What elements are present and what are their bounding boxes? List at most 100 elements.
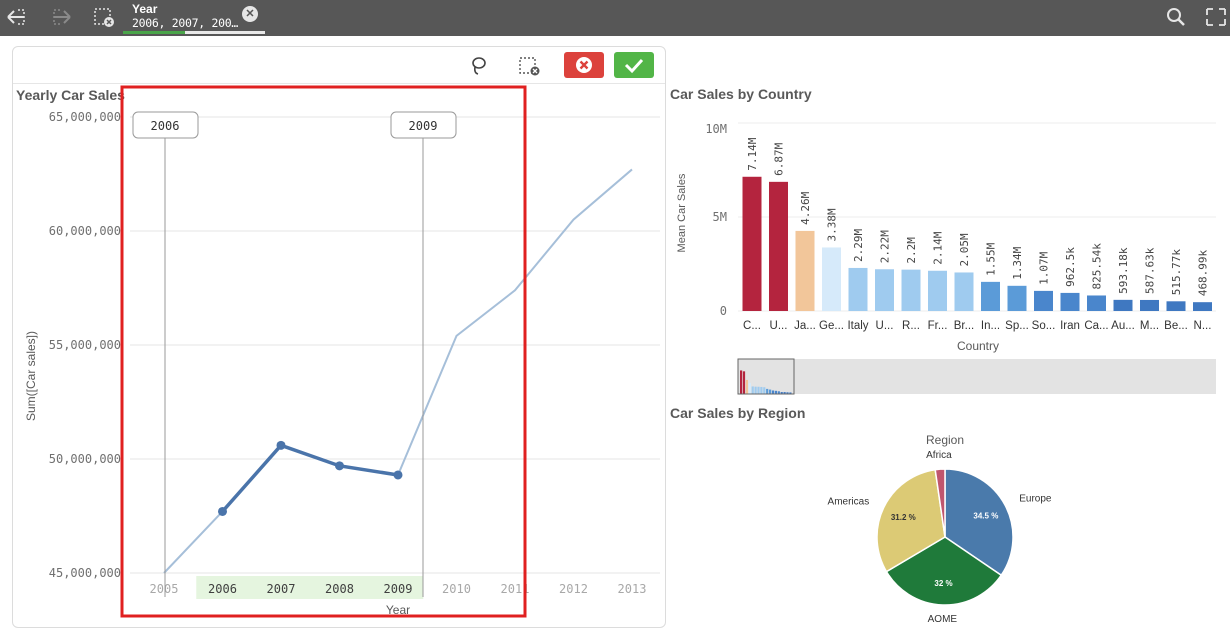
bar-data-label: 468.99k [1197, 249, 1210, 296]
bar[interactable] [901, 269, 921, 311]
bar[interactable] [875, 269, 894, 311]
bar[interactable] [1060, 292, 1080, 311]
x-tick-label[interactable]: N... [1194, 320, 1212, 332]
x-tick-label[interactable]: Ge... [819, 320, 844, 332]
x-tick-label[interactable]: R... [902, 320, 920, 332]
highlight-box [120, 85, 527, 618]
x-tick-label[interactable]: So... [1032, 320, 1056, 332]
bar-chart-y-axis-title: Mean Car Sales [676, 173, 688, 252]
y-tick-label: 10M [705, 122, 727, 136]
x-tick-label[interactable]: C... [743, 320, 761, 332]
x-tick-label[interactable]: 2008 [325, 582, 354, 596]
x-tick-label[interactable]: M... [1140, 320, 1159, 332]
bar-chart[interactable]: 10M 5M 0 7.14M C... 6.87M U... 4.26M Ja... 3.38M… [670, 100, 1230, 430]
x-tick-label[interactable]: Ca... [1084, 320, 1108, 332]
x-tick-label[interactable]: 2013 [618, 582, 647, 596]
pie-slice[interactable] [885, 536, 1003, 606]
y-tick-label: 0 [720, 304, 727, 318]
clear-selections-icon[interactable] [92, 6, 116, 28]
selection-range-band[interactable] [196, 576, 424, 599]
pie-chart[interactable]: Region 34.5 % Europe 32 % AOME 31.2 % America… [670, 422, 1230, 637]
selections-tool-icon[interactable] [1204, 6, 1228, 28]
bar[interactable] [1007, 285, 1027, 311]
mini-bar [745, 379, 748, 394]
bar[interactable] [928, 270, 947, 311]
mini-bar [751, 386, 754, 394]
x-tick-label[interactable]: U... [876, 320, 894, 332]
x-tick-label[interactable]: Iran [1060, 320, 1080, 332]
bar[interactable] [1140, 299, 1159, 311]
x-tick-label[interactable]: U... [770, 320, 788, 332]
x-tick-label[interactable]: Fr... [928, 320, 948, 332]
range-end-handle[interactable]: 2009 [390, 111, 457, 139]
line-series-selected[interactable] [221, 443, 399, 513]
mini-bar [757, 386, 760, 394]
bar[interactable] [981, 281, 1000, 311]
bar[interactable] [742, 176, 762, 311]
cancel-selection-button[interactable] [564, 52, 604, 78]
bar[interactable] [954, 272, 974, 311]
line-series-all[interactable] [163, 168, 633, 574]
y-tick-label: 50,000,000 [49, 452, 121, 466]
bar-chart-scrollbar[interactable] [737, 358, 1216, 395]
search-icon[interactable] [1164, 6, 1188, 28]
bar-chart-title: Car Sales by Country [670, 86, 812, 102]
mini-bar [763, 387, 766, 394]
pie-chart-title-label: Region [926, 433, 964, 447]
app-toolbar: Year 2006, 2007, 200… ✕ [0, 0, 1230, 36]
close-circle-icon[interactable]: ✕ [242, 6, 258, 22]
bar[interactable] [848, 267, 868, 311]
bar[interactable] [1193, 302, 1212, 311]
x-tick-label[interactable]: 2006 [208, 582, 237, 596]
x-tick-label[interactable]: 2012 [559, 582, 588, 596]
mini-bar [786, 392, 789, 394]
data-point[interactable] [393, 470, 403, 480]
step-back-icon[interactable] [4, 6, 28, 28]
selection-chip-year[interactable]: Year 2006, 2007, 200… ✕ [123, 0, 265, 34]
range-start-handle[interactable]: 2006 [132, 111, 199, 139]
bar-data-label: 2.14M [932, 231, 945, 264]
x-tick-label[interactable]: Au... [1111, 320, 1135, 332]
x-tick-label[interactable]: 2011 [501, 582, 530, 596]
y-tick-label: 45,000,000 [49, 566, 121, 580]
bar[interactable] [1034, 290, 1053, 311]
bar-data-label: 6.87M [773, 142, 786, 175]
pie-slice[interactable] [944, 468, 1014, 577]
bar[interactable] [1087, 295, 1106, 311]
selection-state-bar [123, 31, 265, 34]
bar[interactable] [822, 247, 841, 311]
lasso-icon[interactable] [468, 53, 490, 79]
x-tick-label[interactable]: Br... [954, 320, 974, 332]
confirm-selection-button[interactable] [614, 52, 654, 78]
x-tick-label[interactable]: Italy [847, 320, 868, 332]
x-tick-label[interactable]: Sp... [1005, 320, 1029, 332]
x-tick-label[interactable]: 2007 [267, 582, 296, 596]
pie-slice[interactable] [876, 468, 946, 573]
pie-category-label: AOME [928, 614, 958, 625]
bar[interactable] [769, 181, 788, 311]
mini-bar [740, 370, 743, 394]
mini-bar [748, 382, 751, 394]
y-tick-label: 65,000,000 [49, 110, 121, 124]
bar[interactable] [795, 230, 815, 311]
x-tick-label[interactable]: Be... [1164, 320, 1188, 332]
step-forward-icon[interactable] [50, 6, 74, 28]
pie-category-label: Europe [1019, 494, 1052, 505]
bar-data-label: 2.05M [958, 233, 971, 266]
bar[interactable] [1166, 301, 1186, 311]
pie-slice[interactable] [934, 468, 946, 538]
x-tick-label[interactable]: 2009 [384, 582, 413, 596]
data-point[interactable] [335, 461, 344, 471]
x-tick-label[interactable]: 2005 [150, 582, 179, 596]
clear-selection-icon[interactable] [517, 53, 543, 79]
bar[interactable] [1113, 299, 1133, 311]
line-chart[interactable]: 65,000,000 60,000,000 55,000,000 50,000,000… [0, 0, 664, 639]
data-point[interactable] [218, 506, 227, 516]
x-tick-label[interactable]: Ja... [794, 320, 816, 332]
data-point[interactable] [276, 440, 286, 450]
x-tick-label[interactable]: In... [981, 320, 1000, 332]
bar-data-label: 825.54k [1091, 243, 1104, 290]
bar-data-label: 593.18k [1117, 247, 1130, 294]
pie-data-label: 34.5 % [973, 511, 998, 520]
x-tick-label[interactable]: 2010 [442, 582, 471, 596]
